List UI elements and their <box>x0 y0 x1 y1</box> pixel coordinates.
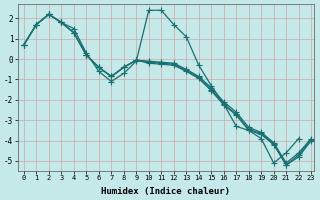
X-axis label: Humidex (Indice chaleur): Humidex (Indice chaleur) <box>101 187 230 196</box>
